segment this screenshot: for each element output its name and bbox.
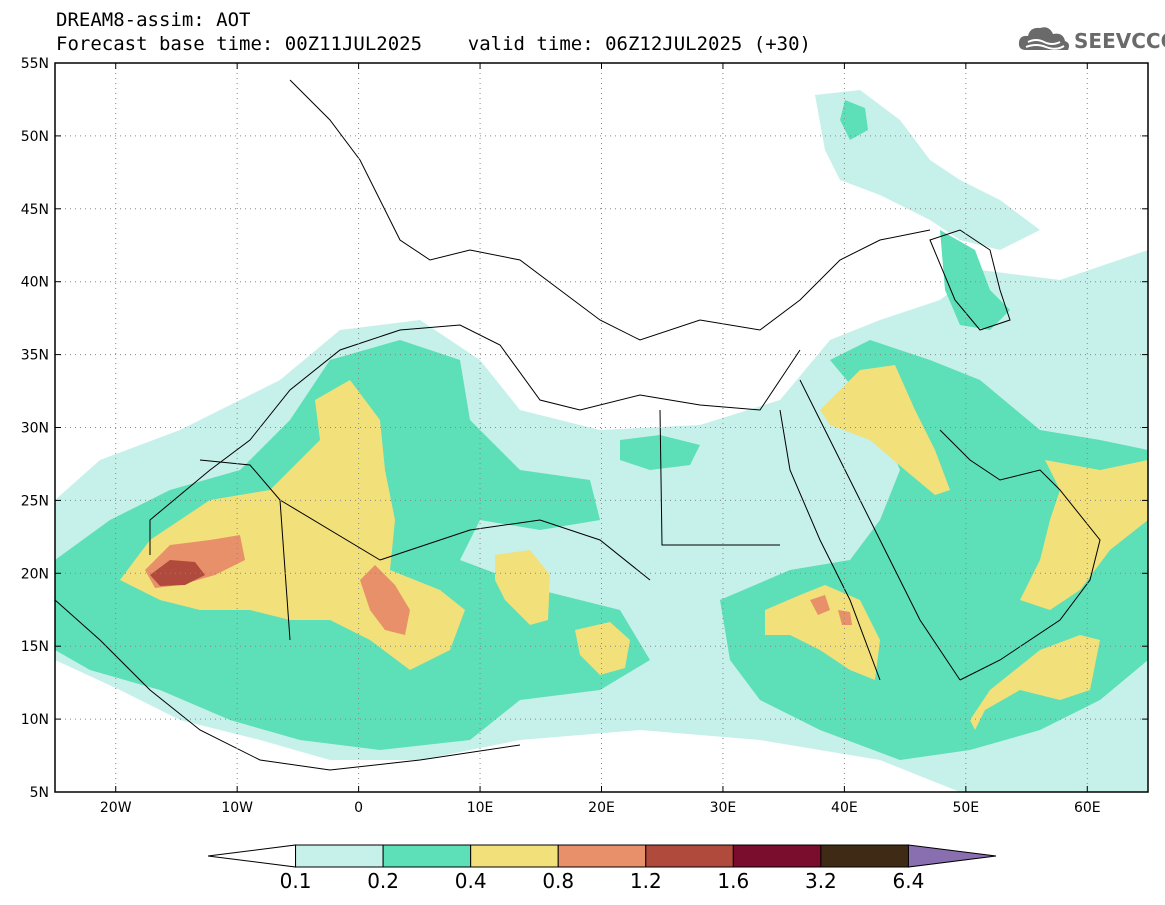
colorbar-label: 0.4 [455,869,487,893]
aot-band-0.4-chad [575,622,630,675]
lat-label: 10N [21,712,49,728]
aot-band-0.4-oman [1020,460,1148,610]
aot-band-0.8-sudan [810,595,830,615]
lat-label: 25N [21,493,49,509]
coastline-arabia-west [799,379,961,681]
lat-label: 35N [21,348,49,364]
colorbar-segment [645,844,734,868]
aot-band-0.2-north [840,100,868,140]
gridlines [55,63,1148,792]
chart-subtitle: Forecast base time: 00Z11JUL2025 valid t… [56,33,811,55]
lon-label: 10W [221,800,253,816]
lat-label: 55N [21,56,49,72]
logo-text: SEEVCCC [1074,29,1165,53]
aot-band-0.4-sudan [765,585,880,680]
aot-band-0.1-north [815,90,1040,250]
colorbar-label: 0.2 [367,869,399,893]
country-borders [199,409,780,641]
chart-title: DREAM8-assim: AOT [56,9,251,31]
lat-label: 15N [21,639,49,655]
colorbar-label: 0.1 [280,869,312,893]
aot-band-1.2 [150,560,205,586]
aot-band-0.4-niger [495,550,550,625]
aot-field [55,90,1148,792]
aot-band-0.8-mali [360,565,410,635]
aot-band-0.2-caspian [940,230,1010,330]
colorbar-label: 6.4 [893,869,925,893]
seevccc-logo: SEEVCCC [1016,22,1165,62]
coastline-north-africa [149,324,801,555]
caspian-sea [929,229,1011,331]
colorbar-segment [207,844,297,868]
coastlines [55,79,1101,771]
lon-label: 20W [100,800,132,816]
colorbar-label: 1.2 [630,869,662,893]
lon-label: 40E [831,800,858,816]
colorbar-label: 3.2 [805,869,837,893]
colorbar-segment [907,844,997,868]
coastline-arabia-east [939,429,1101,681]
lat-label: 5N [30,785,49,801]
colorbar-segment [295,844,384,868]
lon-label: 60E [1074,800,1101,816]
lat-label: 20N [21,566,49,582]
lon-label: 10E [467,800,494,816]
aot-band-0.8-red [838,610,852,625]
aot-band-0.2-egypt [620,435,700,470]
colorbar-segment [820,844,909,868]
colorbar-label: 1.6 [717,869,749,893]
colorbar-segment [732,844,822,868]
cloud-icon [1018,27,1069,50]
lat-label: 45N [21,202,49,218]
coastline-europe [289,79,931,341]
coastline-west-africa [55,599,521,771]
lat-label: 30N [21,421,49,437]
colorbar-label: 0.8 [542,869,574,893]
lat-axis: 55N 50N 45N 40N 35N 30N 25N 20N 15N 10N 5N [21,56,1148,801]
colorbar: 0.1 0.2 0.4 0.8 1.2 1.6 3.2 6.4 [207,844,997,893]
lat-label: 40N [21,275,49,291]
lon-label: 50E [952,800,979,816]
colorbar-segment [470,844,559,868]
lon-label: 30E [710,800,737,816]
lon-axis: 20W 10W 0 10E 20E 30E 40E 50E 60E [100,63,1101,816]
lon-label: 0 [354,800,363,816]
lat-label: 50N [21,129,49,145]
coastline-red-sea-west [779,409,881,681]
colorbar-segment [382,844,472,868]
colorbar-segment [557,844,647,868]
lon-label: 20E [588,800,615,816]
aot-band-0.4-yemen [970,635,1100,730]
aot-band-0.4-arabia-n [820,365,950,495]
